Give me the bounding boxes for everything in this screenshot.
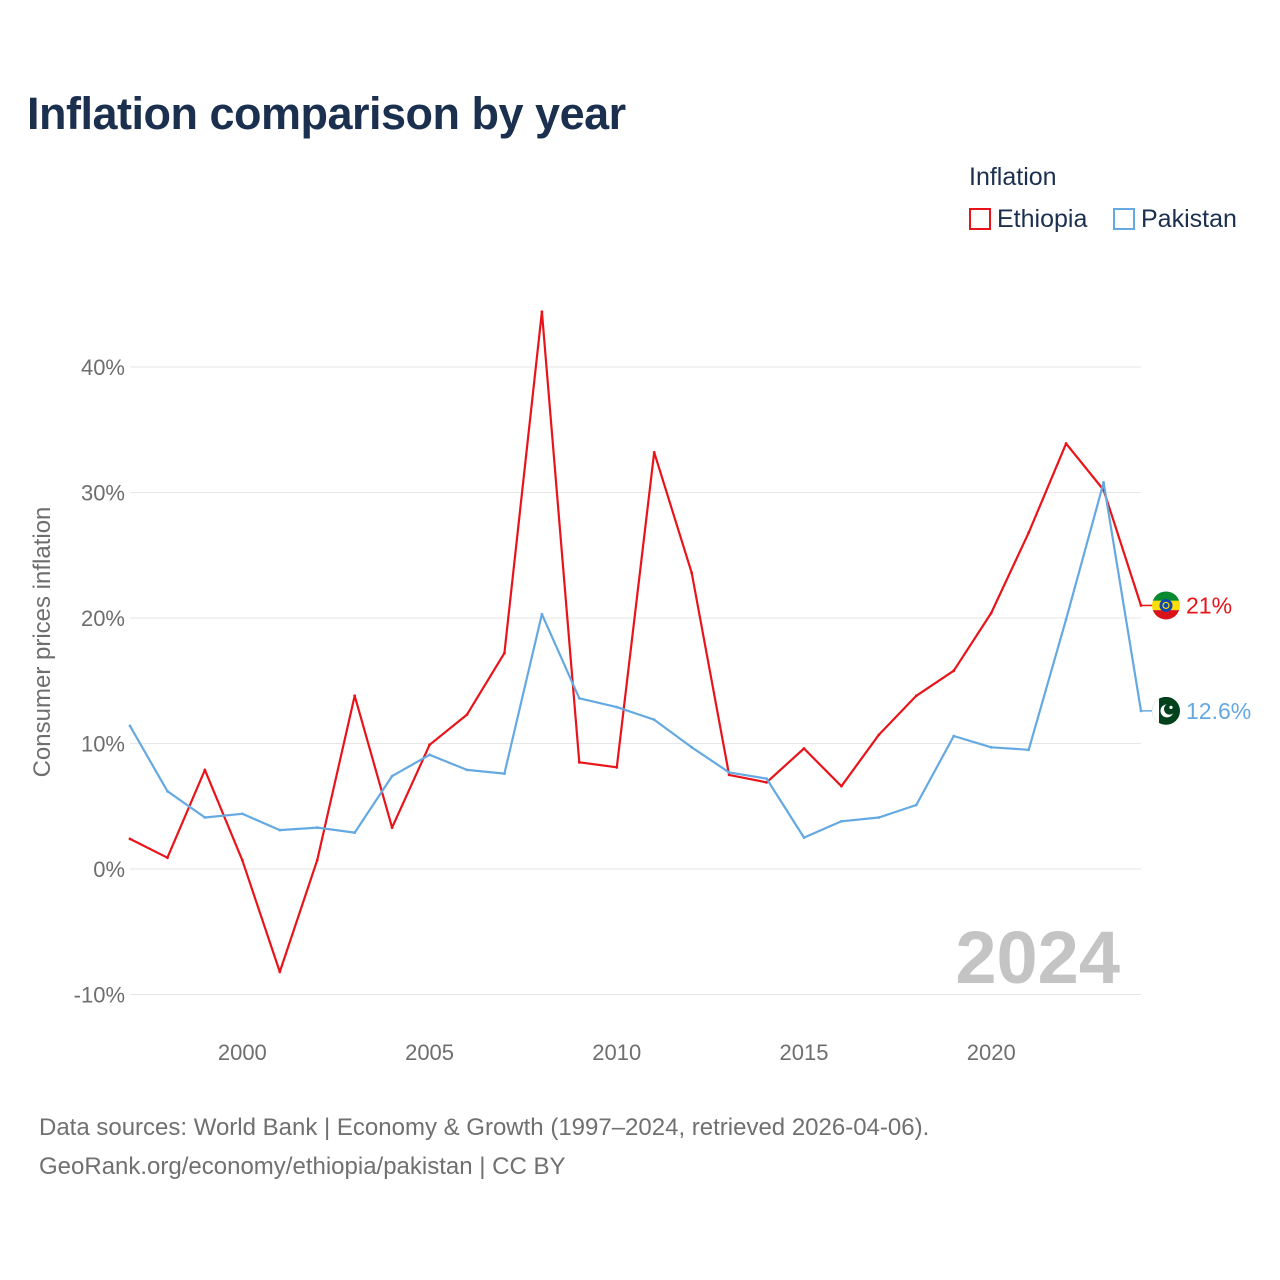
data-point-ethiopia-2020 bbox=[989, 611, 993, 615]
y-tick-label-1: 0% bbox=[93, 857, 125, 882]
data-point-pakistan-2020 bbox=[989, 745, 993, 749]
data-point-pakistan-2018 bbox=[914, 803, 918, 807]
y-tick-label-0: -10% bbox=[74, 983, 125, 1008]
series-ethiopia bbox=[128, 310, 1143, 974]
data-point-ethiopia-2015 bbox=[802, 747, 806, 750]
source-line-2: GeoRank.org/economy/ethiopia/pakistan | … bbox=[39, 1153, 566, 1180]
x-tick-label-3: 2015 bbox=[780, 1040, 829, 1065]
legend-item-pakistan[interactable]: Pakistan bbox=[1113, 205, 1237, 233]
series-line-ethiopia bbox=[129, 310, 1143, 974]
data-point-pakistan-2006 bbox=[465, 768, 469, 772]
end-label-ethiopia: 21% bbox=[1186, 592, 1232, 618]
legend-item-ethiopia[interactable]: Ethiopia bbox=[969, 205, 1087, 233]
data-point-pakistan-1999 bbox=[203, 816, 207, 819]
data-point-pakistan-2013 bbox=[727, 770, 731, 774]
data-point-pakistan-2019 bbox=[952, 734, 956, 738]
x-tick-label-2: 2010 bbox=[592, 1040, 641, 1065]
data-point-pakistan-2010 bbox=[615, 705, 619, 709]
data-point-pakistan-2005 bbox=[428, 753, 431, 757]
chart-title: Inflation comparison by year bbox=[27, 88, 626, 139]
pakistan-flag-icon bbox=[1152, 696, 1180, 725]
data-point-ethiopia-2013 bbox=[727, 773, 731, 777]
data-point-pakistan-2012 bbox=[690, 745, 694, 749]
data-point-ethiopia-1998 bbox=[166, 856, 169, 860]
data-point-ethiopia-2014 bbox=[765, 781, 768, 784]
ethiopia-flag-green bbox=[1152, 591, 1180, 601]
y-tick-label-2: 10% bbox=[81, 732, 125, 757]
data-point-ethiopia-2021 bbox=[1027, 531, 1031, 535]
data-point-pakistan-2021 bbox=[1027, 748, 1031, 752]
data-point-ethiopia-2010 bbox=[615, 765, 619, 769]
data-point-pakistan-1998 bbox=[166, 789, 169, 793]
data-point-ethiopia-2001 bbox=[278, 970, 282, 974]
data-point-pakistan-2001 bbox=[278, 828, 282, 832]
data-point-pakistan-1997 bbox=[128, 724, 132, 728]
data-point-pakistan-2015 bbox=[802, 836, 806, 840]
data-source-note: Data sources: World Bank | Economy & Gro… bbox=[39, 1108, 929, 1186]
data-point-ethiopia-2005 bbox=[428, 743, 431, 747]
data-point-ethiopia-2018 bbox=[914, 694, 918, 698]
data-point-ethiopia-2008 bbox=[540, 310, 544, 314]
data-point-ethiopia-2022 bbox=[1064, 442, 1068, 445]
data-point-ethiopia-2016 bbox=[840, 784, 843, 788]
ethiopia-flag-icon bbox=[1152, 591, 1180, 620]
data-point-ethiopia-2003 bbox=[353, 694, 357, 698]
series-line-pakistan bbox=[129, 481, 1143, 839]
data-point-pakistan-2022 bbox=[1064, 617, 1068, 621]
pakistan-flag-crescent-inner bbox=[1164, 703, 1175, 715]
legend-swatch-ethiopia bbox=[969, 208, 991, 230]
y-tick-label-3: 20% bbox=[81, 606, 125, 631]
source-line-1: Data sources: World Bank | Economy & Gro… bbox=[39, 1114, 930, 1141]
x-tick-label-4: 2020 bbox=[967, 1040, 1016, 1065]
x-tick-label-1: 2005 bbox=[405, 1040, 454, 1065]
data-point-ethiopia-2007 bbox=[503, 651, 506, 655]
data-point-ethiopia-2000 bbox=[240, 858, 244, 862]
data-point-ethiopia-2009 bbox=[577, 760, 581, 764]
data-point-pakistan-2016 bbox=[840, 819, 843, 823]
ethiopia-flag-red bbox=[1152, 610, 1180, 620]
data-point-ethiopia-2012 bbox=[690, 571, 694, 575]
data-point-ethiopia-1999 bbox=[203, 768, 207, 772]
data-point-pakistan-2008 bbox=[540, 612, 544, 616]
data-point-pakistan-2014 bbox=[765, 777, 768, 781]
ethiopia-flag-star bbox=[1162, 601, 1170, 610]
data-point-pakistan-2011 bbox=[652, 718, 656, 722]
data-point-ethiopia-2017 bbox=[877, 733, 881, 737]
data-point-pakistan-2023 bbox=[1102, 481, 1105, 484]
data-point-ethiopia-2004 bbox=[390, 826, 394, 829]
data-point-pakistan-2017 bbox=[877, 816, 881, 819]
series-pakistan bbox=[128, 481, 1143, 840]
legend-label-pakistan: Pakistan bbox=[1141, 204, 1237, 233]
legend-swatch-pakistan bbox=[1113, 208, 1135, 230]
y-tick-label-5: 40% bbox=[81, 355, 125, 380]
ethiopia-flag-emblem bbox=[1159, 598, 1173, 612]
data-point-pakistan-2000 bbox=[240, 812, 244, 816]
end-label-pakistan: 12.6% bbox=[1186, 698, 1251, 724]
legend-title: Inflation bbox=[969, 163, 1057, 191]
data-point-pakistan-2009 bbox=[577, 696, 581, 700]
legend-label-ethiopia: Ethiopia bbox=[997, 204, 1088, 233]
data-point-ethiopia-2006 bbox=[465, 713, 469, 717]
pakistan-flag-star bbox=[1169, 705, 1173, 709]
y-tick-label-4: 30% bbox=[81, 481, 125, 506]
data-point-ethiopia-2002 bbox=[315, 858, 319, 862]
data-point-pakistan-2003 bbox=[353, 831, 357, 835]
data-point-pakistan-2004 bbox=[390, 774, 394, 778]
pakistan-flag-white bbox=[1152, 696, 1159, 725]
data-point-pakistan-2002 bbox=[315, 826, 319, 829]
x-tick-label-0: 2000 bbox=[218, 1040, 267, 1065]
year-badge: 2024 bbox=[955, 916, 1120, 999]
data-point-ethiopia-2019 bbox=[952, 669, 956, 673]
data-point-pakistan-2007 bbox=[503, 772, 506, 776]
data-point-ethiopia-1997 bbox=[128, 837, 132, 841]
data-point-ethiopia-2011 bbox=[652, 450, 656, 454]
